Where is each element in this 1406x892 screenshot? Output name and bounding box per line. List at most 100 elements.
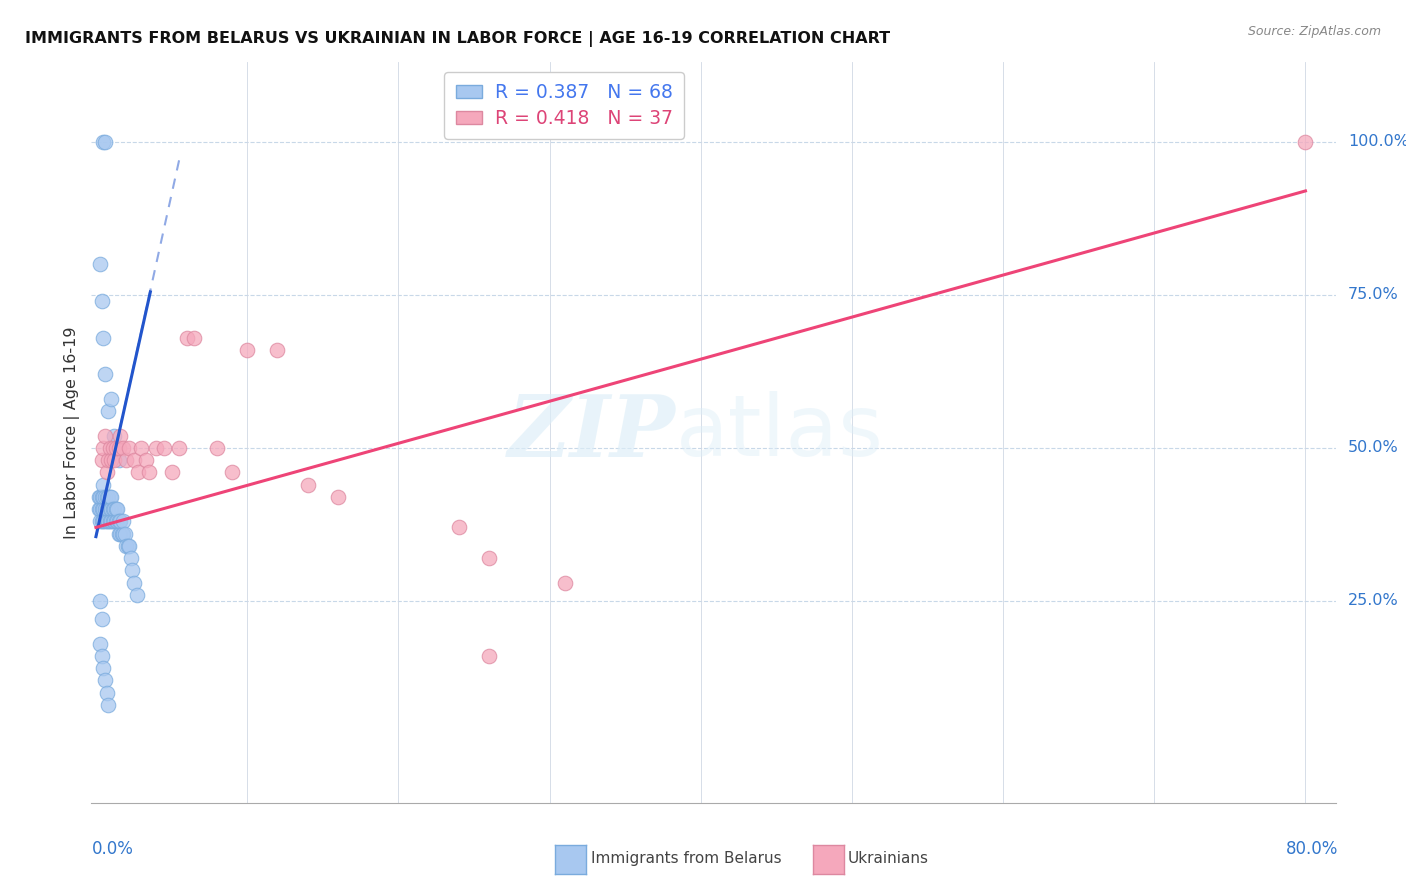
Point xyxy=(112,441,135,455)
Point xyxy=(91,502,114,516)
Point xyxy=(103,428,125,442)
Legend: R = 0.387   N = 68, R = 0.418   N = 37: R = 0.387 N = 68, R = 0.418 N = 37 xyxy=(444,72,685,139)
Point xyxy=(96,502,118,516)
Text: 25.0%: 25.0% xyxy=(1348,593,1399,608)
Point xyxy=(87,502,110,516)
Point xyxy=(129,441,152,455)
Point xyxy=(91,648,114,663)
Point xyxy=(101,514,124,528)
Point xyxy=(89,637,111,651)
Point xyxy=(115,453,138,467)
Text: Ukrainians: Ukrainians xyxy=(848,852,929,866)
Point xyxy=(120,551,142,566)
Point xyxy=(112,514,135,528)
Point xyxy=(176,331,198,345)
Point xyxy=(122,453,145,467)
Point xyxy=(91,514,114,528)
Point xyxy=(100,453,122,467)
Point xyxy=(103,502,125,516)
Point xyxy=(94,490,117,504)
Y-axis label: In Labor Force | Age 16-19: In Labor Force | Age 16-19 xyxy=(65,326,80,539)
Point xyxy=(122,575,145,590)
Point xyxy=(94,673,117,688)
Point xyxy=(93,331,115,345)
Point xyxy=(205,441,228,455)
Point xyxy=(98,441,121,455)
Point xyxy=(118,539,141,553)
Point xyxy=(91,294,114,309)
Text: 80.0%: 80.0% xyxy=(1286,840,1339,858)
Point xyxy=(117,539,139,553)
Point xyxy=(236,343,259,357)
Text: atlas: atlas xyxy=(676,391,884,475)
Point xyxy=(97,453,120,467)
Point xyxy=(97,404,120,418)
Point xyxy=(93,502,115,516)
Point xyxy=(160,466,183,480)
Point xyxy=(100,392,122,406)
Point xyxy=(87,490,110,504)
Text: IMMIGRANTS FROM BELARUS VS UKRAINIAN IN LABOR FORCE | AGE 16-19 CORRELATION CHAR: IMMIGRANTS FROM BELARUS VS UKRAINIAN IN … xyxy=(25,31,890,47)
Point xyxy=(93,441,115,455)
Point xyxy=(104,514,127,528)
Text: Source: ZipAtlas.com: Source: ZipAtlas.com xyxy=(1247,25,1381,38)
Point xyxy=(100,502,122,516)
Point xyxy=(94,135,117,149)
Point xyxy=(89,490,111,504)
Point xyxy=(297,477,319,491)
Point xyxy=(96,466,118,480)
Point xyxy=(108,526,131,541)
Point xyxy=(107,453,129,467)
Point xyxy=(326,490,349,504)
Point xyxy=(98,490,121,504)
Point xyxy=(96,686,118,700)
Point xyxy=(103,514,125,528)
Point xyxy=(1294,135,1316,149)
Point xyxy=(97,514,120,528)
Point xyxy=(100,490,122,504)
Point xyxy=(89,514,111,528)
Point xyxy=(94,428,117,442)
Point xyxy=(97,490,120,504)
Point xyxy=(114,526,136,541)
Point xyxy=(118,441,141,455)
Point xyxy=(94,368,117,382)
Point xyxy=(105,514,128,528)
Point xyxy=(221,466,243,480)
Point xyxy=(98,514,121,528)
Text: 0.0%: 0.0% xyxy=(91,840,134,858)
Point xyxy=(153,441,176,455)
Point xyxy=(98,502,121,516)
Point xyxy=(478,551,501,566)
Point xyxy=(554,575,576,590)
Point xyxy=(107,526,129,541)
Point xyxy=(167,441,190,455)
Point xyxy=(94,502,117,516)
Point xyxy=(97,502,120,516)
Point xyxy=(91,490,114,504)
Point xyxy=(96,514,118,528)
Text: Immigrants from Belarus: Immigrants from Belarus xyxy=(591,852,782,866)
Point xyxy=(111,526,134,541)
Point xyxy=(121,563,143,577)
Point xyxy=(96,490,118,504)
Text: 75.0%: 75.0% xyxy=(1348,287,1399,302)
Point xyxy=(93,490,115,504)
Point xyxy=(107,441,129,455)
Point xyxy=(266,343,288,357)
Point xyxy=(135,453,157,467)
Point xyxy=(145,441,167,455)
Point xyxy=(91,612,114,626)
Point xyxy=(94,514,117,528)
Point xyxy=(100,514,122,528)
Text: 50.0%: 50.0% xyxy=(1348,441,1399,456)
Point xyxy=(108,428,131,442)
Point xyxy=(138,466,160,480)
Point xyxy=(93,135,115,149)
Point xyxy=(103,453,125,467)
Point xyxy=(112,526,135,541)
Point xyxy=(101,502,124,516)
Point xyxy=(97,698,120,712)
Point xyxy=(108,514,131,528)
Point xyxy=(107,514,129,528)
